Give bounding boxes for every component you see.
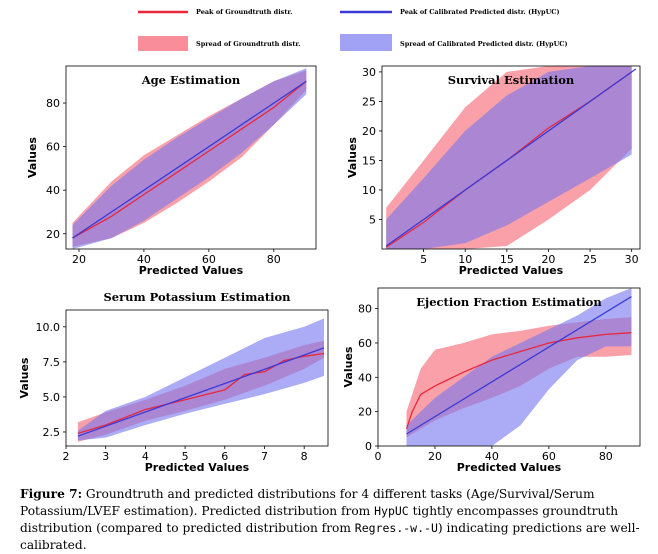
legend-label-gt-peak: Peak of Groundtruth distr.	[196, 8, 292, 16]
x-tick-label: 60	[542, 450, 556, 463]
x-tick-label: 20	[541, 253, 555, 266]
legend-label-pred-spread: Spread of Calibrated Predicted distr. (H…	[400, 40, 568, 48]
x-tick-label: 40	[137, 253, 151, 266]
chart-ejection-fraction-estimation: 0 20 40 60 80 0 20 40 60 80 Ejection Fraction Esti…	[342, 287, 641, 474]
y-tick-label: 20	[358, 406, 372, 419]
y-tick-label: 40	[358, 371, 372, 384]
groundtruth-peak-line	[405, 332, 632, 430]
chart-legend: Peak of Groundtruth distr. Spread of Gro…	[138, 8, 568, 51]
y-tick-label: 60	[46, 141, 60, 154]
y-axis-label: Values	[346, 137, 359, 178]
y-tick-label: 7.5	[43, 356, 61, 369]
x-axis-label: Predicted Values	[145, 461, 250, 474]
panel-survival-estimation: 5 10 15 20 25 30 5 10 15 20 25 30 Survival Estimatio…	[330, 60, 658, 277]
legend-swatch-pred-spread	[340, 34, 392, 51]
x-tick-label: 40	[485, 450, 499, 463]
x-tick-label: 6	[221, 450, 228, 463]
y-tick-label: 10	[362, 184, 376, 197]
plot-area	[385, 66, 637, 249]
figure-caption: Figure 7: Groundtruth and predicted dist…	[20, 486, 642, 554]
predicted-peak-line	[77, 347, 325, 437]
caption-part-2: tightly encompasses groundtruth distribu…	[20, 504, 619, 535]
y-tick-label: 80	[358, 303, 372, 316]
chart-serum-potassium-estimation: 2 3 4 5 6 7 8 2.5 5.0 7.5 10.0 Serum Potassium Esti…	[18, 290, 329, 474]
plot-frame	[65, 65, 317, 250]
caption-part-1: Groundtruth and predicted distributions …	[20, 487, 595, 518]
caption-method-hypuc: HypUC	[374, 504, 409, 518]
predicted-peak-line	[385, 68, 637, 247]
chart-age-estimation: 20 40 60 80 20 40 60 80 Age Estimation Predicted …	[26, 65, 317, 277]
y-tick-label: 5	[369, 213, 376, 226]
x-tick-label: 7	[261, 450, 268, 463]
y-tick-label: 5.0	[43, 391, 61, 404]
x-tick-label: 0	[375, 450, 382, 463]
groundtruth-peak-line	[72, 80, 307, 239]
y-tick-label: 25	[362, 95, 376, 108]
y-tick-label: 30	[362, 66, 376, 79]
chart-survival-estimation: 5 10 15 20 25 30 5 10 15 20 25 30 Survival Estimatio…	[346, 65, 641, 277]
x-tick-label: 20	[72, 253, 86, 266]
plot-area	[77, 318, 325, 442]
y-tick-label: 0	[365, 440, 372, 453]
y-tick-label: 60	[358, 337, 372, 350]
x-tick-label: 2	[63, 450, 70, 463]
caption-method-regres: Regres.-w.-U	[354, 521, 438, 535]
legend-entry-gt-spread: Spread of Groundtruth distr.	[138, 36, 300, 51]
legend-label-gt-spread: Spread of Groundtruth distr.	[196, 40, 300, 48]
y-tick-label: 2.5	[43, 426, 61, 439]
x-axis-label: Predicted Values	[139, 264, 244, 277]
x-tick-label: 25	[583, 253, 597, 266]
y-tick-label: 80	[46, 97, 60, 110]
y-tick-label: 20	[46, 228, 60, 241]
predicted-spread-band	[77, 318, 325, 441]
predicted-peak-line	[72, 80, 307, 239]
x-tick-label: 80	[267, 253, 281, 266]
y-axis-label: Values	[26, 137, 39, 178]
plot-frame	[65, 309, 329, 447]
x-tick-label: 80	[599, 450, 613, 463]
x-axis-label: Predicted Values	[457, 461, 562, 474]
predicted-peak-line	[406, 296, 632, 435]
chart-title: Age Estimation	[141, 73, 241, 87]
predicted-spread-band	[406, 288, 632, 446]
y-axis-label: Values	[342, 346, 355, 387]
plot-area	[405, 288, 632, 446]
legend-swatch-gt-spread	[138, 36, 188, 51]
x-tick-label: 5	[420, 253, 427, 266]
predicted-spread-band	[72, 68, 307, 249]
plot-frame	[377, 287, 641, 447]
legend-entry-pred-spread: Spread of Calibrated Predicted distr. (H…	[340, 34, 568, 51]
x-tick-label: 15	[500, 253, 514, 266]
y-tick-label: 40	[46, 184, 60, 197]
legend-label-pred-peak: Peak of Calibrated Predicted distr. (Hyp…	[400, 8, 560, 16]
x-tick-label: 4	[142, 450, 149, 463]
x-axis-label: Predicted Values	[459, 264, 564, 277]
y-tick-label: 10.0	[36, 321, 61, 334]
legend-entry-pred-peak: Peak of Calibrated Predicted distr. (Hyp…	[340, 8, 560, 16]
panel-ejection-fraction-estimation: 0 20 40 60 80 0 20 40 60 80 Ejection Fraction Esti…	[330, 286, 658, 476]
chart-title: Serum Potassium Estimation	[103, 290, 291, 304]
y-tick-label: 15	[362, 154, 376, 167]
panel-serum-potassium-estimation: 2 3 4 5 6 7 8 2.5 5.0 7.5 10.0 Serum Potassium Esti…	[0, 286, 340, 476]
y-axis-label: Values	[18, 357, 31, 398]
x-tick-label: 5	[182, 450, 189, 463]
x-tick-label: 20	[428, 450, 442, 463]
panel-age-estimation: 20 40 60 80 20 40 60 80 Age Estimation Predicted …	[0, 60, 330, 277]
x-tick-label: 10	[458, 253, 472, 266]
caption-label: Figure 7:	[20, 487, 83, 501]
x-tick-label: 60	[202, 253, 216, 266]
x-tick-label: 3	[102, 450, 109, 463]
plot-area	[72, 68, 307, 249]
x-tick-label: 30	[625, 253, 639, 266]
x-tick-label: 8	[301, 450, 308, 463]
chart-title: Survival Estimation	[448, 73, 575, 87]
plot-frame	[381, 65, 641, 250]
chart-title: Ejection Fraction Estimation	[416, 295, 602, 309]
y-tick-label: 20	[362, 125, 376, 138]
legend-entry-gt-peak: Peak of Groundtruth distr.	[138, 8, 292, 16]
